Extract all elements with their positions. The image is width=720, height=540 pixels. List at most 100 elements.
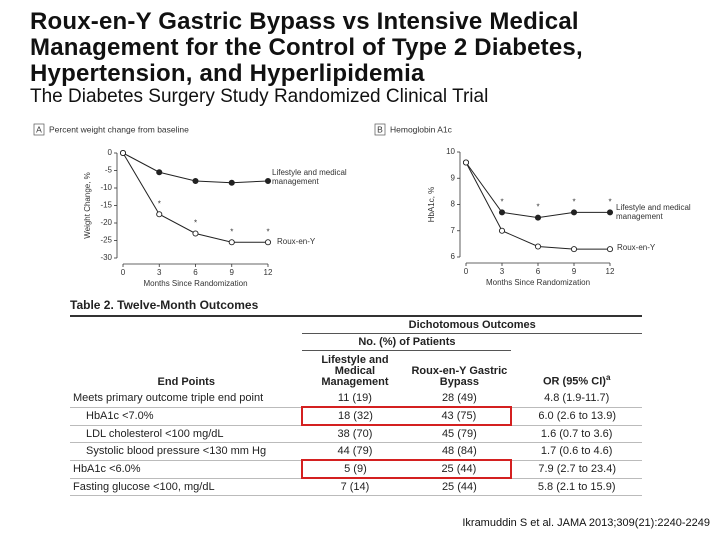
- x-axis-label: Months Since Randomization: [143, 279, 247, 288]
- table-row: HbA1c <6.0% 5 (9) 25 (44) 7.9 (2.7 to 23.4): [70, 459, 642, 479]
- x-tick-label: 3: [157, 268, 162, 277]
- table-cell: 48 (84): [407, 442, 512, 461]
- chart-title: Hemoglobin A1c: [390, 124, 453, 134]
- table-cell: 44 (79): [302, 442, 408, 461]
- y-tick-label: -10: [100, 183, 112, 192]
- title-line: Hypertension, and Hyperlipidemia: [30, 60, 425, 87]
- column-header: Lifestyle and Medical Management: [321, 354, 389, 388]
- significance-marker: *: [572, 197, 575, 206]
- table: Table 2. Twelve-Month Outcomes Dichotomo…: [70, 298, 642, 496]
- data-point: [192, 177, 199, 185]
- y-tick-label: 9: [451, 173, 456, 182]
- x-tick-label: 12: [264, 268, 273, 277]
- title-line: Roux-en-Y Gastric Bypass vs Intensive Me…: [30, 8, 579, 35]
- y-tick-label: 7: [451, 226, 456, 235]
- table-cell: LDL cholesterol <100 mg/dL: [70, 425, 303, 443]
- series-label: Lifestyle and medical management: [272, 168, 347, 186]
- x-axis-label: Months Since Randomization: [486, 278, 590, 287]
- group-header: Dichotomous Outcomes: [302, 317, 642, 334]
- table-cell: 18 (32): [301, 406, 408, 426]
- legend-label: Roux-en-Y: [277, 237, 316, 246]
- x-tick-label: 6: [193, 268, 198, 277]
- table-title: Table 2. Twelve-Month Outcomes: [70, 298, 642, 317]
- significance-marker: *: [230, 227, 233, 236]
- data-point: [570, 246, 578, 253]
- y-tick-label: 6: [451, 252, 456, 261]
- table-cell: 28 (49): [407, 390, 512, 408]
- significance-marker: *: [266, 227, 269, 236]
- table-row: LDL cholesterol <100 mg/dL 38 (70) 45 (79)…: [70, 425, 642, 443]
- y-tick-label: 0: [108, 148, 113, 157]
- x-tick-label: 0: [121, 268, 126, 277]
- data-point: [156, 211, 163, 218]
- citation: Ikramuddin S et al. JAMA 2013;309(21):22…: [462, 517, 710, 529]
- data-point: [534, 214, 542, 221]
- data-point: [570, 209, 578, 216]
- table-cell: 25 (44): [407, 478, 512, 496]
- data-point: [498, 227, 506, 234]
- table-row: Fasting glucose <100, mg/dL 7 (14) 25 (44)…: [70, 478, 642, 496]
- table-cell: Fasting glucose <100, mg/dL: [70, 478, 303, 496]
- table-cell: 11 (19): [302, 390, 408, 408]
- series-label: Roux-en-Y: [617, 243, 655, 252]
- data-point: [498, 209, 506, 216]
- table-row: Systolic blood pressure <130 mm Hg 44 (79…: [70, 442, 642, 461]
- table-cell: 6.0 (2.6 to 13.9): [511, 407, 642, 426]
- table-cell: Systolic blood pressure <130 mm Hg: [70, 442, 303, 461]
- subtitle: The Diabetes Surgery Study Randomized Cl…: [30, 86, 489, 107]
- x-tick-label: 12: [606, 267, 615, 276]
- y-tick-label: 8: [451, 200, 456, 209]
- table-cell: 7 (14): [302, 478, 408, 496]
- header-row: No. (%) of Patients: [70, 333, 642, 351]
- data-point: [606, 209, 614, 216]
- table-cell: 4.8 (1.9-11.7): [511, 390, 642, 408]
- subgroup-header: No. (%) of Patients: [302, 333, 512, 351]
- header-cell: [70, 334, 302, 351]
- y-tick-label: -20: [100, 218, 112, 227]
- header-row rule: End Points Lifestyle and Medical Manageme…: [70, 351, 642, 391]
- header-row: Dichotomous Outcomes: [70, 317, 642, 334]
- data-point: [119, 149, 127, 157]
- x-tick-label: 6: [536, 267, 541, 276]
- table-cell: 43 (75): [407, 406, 513, 426]
- table-row: HbA1c <7.0% 18 (32) 43 (75) 6.0 (2.6 to 13.…: [70, 406, 642, 426]
- table-grid: Dichotomous Outcomes No. (%) of Patients E…: [70, 317, 642, 496]
- chart-title: Percent weight change from baseline: [49, 124, 189, 134]
- table-cell: 1.7 (0.6 to 4.6): [511, 442, 642, 461]
- table-cell: 45 (79): [407, 425, 512, 443]
- series-label: Lifestyle and medical management: [616, 203, 691, 221]
- y-tick-label: -25: [100, 236, 112, 245]
- series-label: Roux-en-Y: [277, 237, 316, 246]
- header-cell: [511, 334, 642, 351]
- table-row: Meets primary outcome triple end point 11…: [70, 390, 642, 408]
- table-cell: 7.9 (2.7 to 23.4): [511, 460, 642, 479]
- data-point: [156, 169, 163, 176]
- column-header: OR (95% CI)a: [542, 373, 611, 388]
- legend-label: Lifestyle and medical management: [272, 168, 347, 186]
- table-cell: 1.6 (0.7 to 3.6): [511, 425, 642, 443]
- significance-marker: *: [536, 203, 539, 212]
- table-cell: 5.8 (2.1 to 15.9): [511, 478, 642, 496]
- data-point: [228, 239, 235, 246]
- table-cell: 25 (44): [407, 459, 513, 479]
- significance-marker: *: [608, 197, 611, 206]
- y-tick-label: 10: [446, 147, 455, 156]
- significance-marker: *: [158, 199, 161, 208]
- charts: A Percent weight change from baseline 0 -5 -…: [33, 123, 691, 288]
- significance-marker: *: [194, 219, 197, 228]
- table-cell: HbA1c <7.0%: [70, 407, 303, 426]
- x-tick-label: 0: [464, 267, 469, 276]
- panel-letter: A: [36, 124, 42, 134]
- x-tick-label: 3: [500, 267, 505, 276]
- table-cell: Meets primary outcome triple end point: [70, 390, 303, 408]
- panel-box: [33, 123, 45, 136]
- data-point: [228, 179, 235, 186]
- x-tick-label: 9: [572, 267, 577, 276]
- column-header: End Points: [157, 376, 215, 388]
- table-cell: 38 (70): [302, 425, 408, 443]
- data-point: [264, 177, 272, 185]
- y-tick-label: -15: [100, 201, 112, 210]
- y-tick-label: -5: [105, 166, 113, 175]
- data-point: [534, 243, 542, 250]
